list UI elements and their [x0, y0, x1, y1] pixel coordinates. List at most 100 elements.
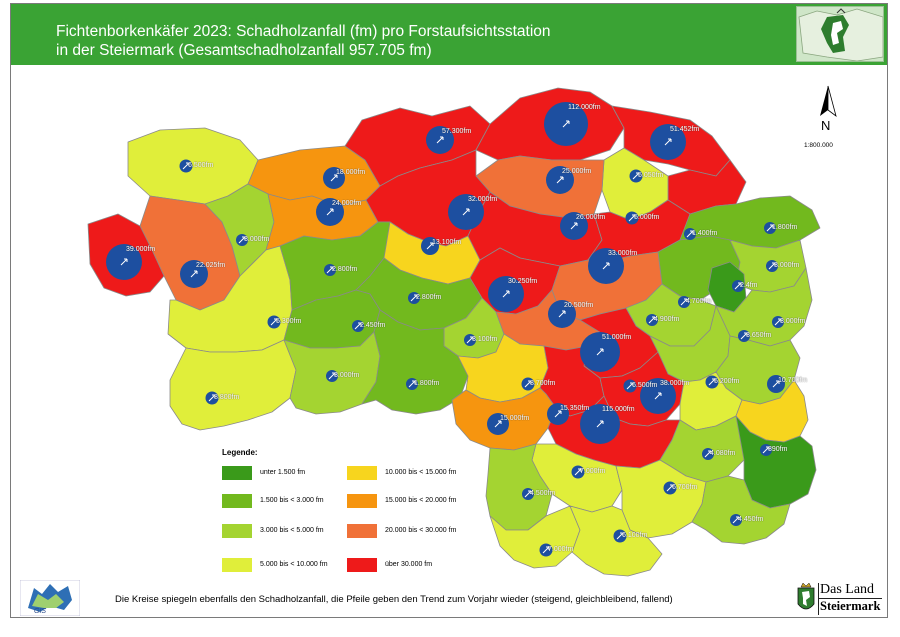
- station-label: 57.300fm: [442, 128, 472, 135]
- trend-arrow-up-icon: [542, 546, 550, 554]
- trend-arrow-up-icon: [762, 446, 770, 454]
- trend-arrow-up-icon: [120, 258, 128, 266]
- legend-swatch: [347, 524, 377, 538]
- trend-arrow-up-icon: [270, 318, 278, 326]
- trend-arrow-up-icon: [626, 382, 634, 390]
- title-line-1: Fichtenborkenkäfer 2023: Schadholzanfall…: [56, 23, 551, 40]
- district-49: [691, 475, 791, 545]
- trend-arrow-up-icon: [740, 332, 748, 340]
- station-label: 24.000fm: [332, 200, 362, 207]
- station-label: 112.000fm: [568, 104, 601, 111]
- das-land-steiermark-logo: Das Land Steiermark: [796, 580, 888, 618]
- trend-arrow-up-icon: [708, 378, 716, 386]
- station-label: 4.700fm: [686, 298, 712, 305]
- station-label: 6.700fm: [672, 483, 698, 491]
- station-label: 5.000fm: [634, 213, 660, 221]
- legend-swatch: [347, 494, 377, 508]
- trend-arrow-up-icon: [182, 162, 190, 170]
- station-label: 3.000fm: [780, 318, 806, 325]
- page-title: Fichtenborkenkäfer 2023: Schadholzanfall…: [56, 22, 551, 60]
- trend-arrow-up-icon: [648, 316, 656, 324]
- station-label: 38.000fm: [660, 380, 690, 387]
- trend-arrow-up-icon: [410, 294, 418, 302]
- north-label: N: [821, 118, 831, 133]
- trend-arrow-up-icon: [602, 262, 610, 270]
- station-label: 22.025fm: [196, 262, 226, 269]
- trend-arrow-up-icon: [766, 224, 774, 232]
- trend-arrow-up-icon: [628, 214, 636, 222]
- legend-title: Legende:: [222, 448, 258, 457]
- trend-arrow-up-icon: [596, 348, 604, 356]
- station-label: 3.000fm: [244, 236, 270, 243]
- station-label: 7.000fm: [580, 467, 606, 475]
- trend-arrow-up-icon: [632, 172, 640, 180]
- gis-logo-text: GIS: [34, 608, 46, 615]
- brand-line-1: Das Land: [820, 582, 875, 597]
- legend-label: 1.500 bis < 3.000 fm: [260, 497, 324, 504]
- legend-label: 10.000 bis < 15.000 fm: [385, 469, 457, 476]
- station-label: 15.350fm: [560, 405, 590, 412]
- station-label: 18.000fm: [336, 169, 366, 176]
- footer-note: Die Kreise spiegeln ebenfalls den Schadh…: [115, 594, 673, 605]
- trend-arrow-up-icon: [616, 532, 624, 540]
- station-label: 1.800fm: [414, 380, 440, 387]
- station-label: 4.500fm: [530, 490, 556, 497]
- trend-arrow-up-icon: [774, 318, 782, 326]
- trend-arrow-up-icon: [666, 484, 674, 492]
- trend-arrow-up-icon: [208, 394, 216, 402]
- trend-arrow-up-icon: [558, 310, 566, 318]
- station-label: 8.700fm: [530, 379, 556, 387]
- station-label: 4.450fm: [738, 516, 764, 523]
- legend-label: 5.000 bis < 10.000 fm: [260, 561, 328, 568]
- trend-arrow-up-icon: [570, 222, 578, 230]
- station-label: 2.800fm: [416, 294, 442, 301]
- trend-arrow-up-icon: [732, 516, 740, 524]
- station-label: 4.900fm: [654, 316, 680, 323]
- legend-swatch: [222, 524, 252, 538]
- station-label: 5.050fm: [638, 171, 664, 179]
- legend-swatch: [222, 494, 252, 508]
- legend-swatch: [222, 466, 252, 480]
- station-label: 1.400fm: [692, 230, 718, 237]
- legend-label: 20.000 bis < 30.000 fm: [385, 527, 457, 534]
- trend-arrow-up-icon: [426, 242, 434, 250]
- trend-arrow-up-icon: [436, 136, 444, 144]
- station-label: 2.4fm: [740, 282, 758, 289]
- trend-arrow-up-icon: [330, 174, 338, 182]
- station-label: 2.450fm: [360, 322, 386, 329]
- station-label: 3.650fm: [746, 332, 772, 339]
- trend-arrow-up-icon: [734, 282, 742, 290]
- trend-arrow-up-icon: [664, 138, 672, 146]
- north-arrow-icon: [820, 85, 837, 118]
- station-label: 115.000fm: [602, 406, 635, 413]
- district-34: [169, 339, 297, 431]
- station-label: 10.700fm: [778, 377, 808, 384]
- legend-label: 15.000 bis < 20.000 fm: [385, 497, 457, 504]
- station-label: 20.500fm: [564, 302, 594, 309]
- station-label: 3.000fm: [334, 372, 360, 379]
- trend-arrow-up-icon: [190, 270, 198, 278]
- legend-swatch: [347, 558, 377, 572]
- trend-arrow-up-icon: [686, 230, 694, 238]
- brand-line-2: Steiermark: [820, 599, 881, 613]
- legend-label: 3.000 bis < 5.000 fm: [260, 527, 324, 534]
- station-label: 30.250fm: [508, 278, 538, 285]
- trend-arrow-up-icon: [462, 208, 470, 216]
- legend-label: unter 1.500 fm: [260, 469, 306, 476]
- station-label: 5.200fm: [714, 377, 740, 385]
- station-label: 33.000fm: [608, 250, 638, 257]
- trend-arrow-up-icon: [238, 236, 246, 244]
- station-label: 2.800fm: [332, 266, 358, 273]
- trend-arrow-up-icon: [328, 372, 336, 380]
- station-label: 1.800fm: [772, 224, 798, 231]
- station-label: 3.100fm: [472, 336, 498, 343]
- trend-arrow-up-icon: [524, 490, 532, 498]
- trend-arrow-up-icon: [326, 208, 334, 216]
- title-banner: [11, 4, 887, 65]
- legend-label: über 30.000 fm: [385, 561, 433, 568]
- gis-logo: GIS: [19, 579, 81, 617]
- trend-arrow-up-icon: [354, 322, 362, 330]
- station-label: 51.452fm: [670, 126, 700, 133]
- trend-arrow-up-icon: [502, 290, 510, 298]
